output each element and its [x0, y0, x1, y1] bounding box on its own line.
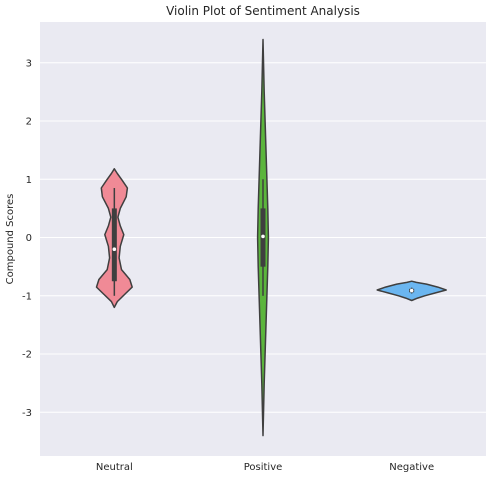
violin-median	[112, 247, 117, 251]
y-tick-label: 1	[26, 175, 32, 186]
y-tick-label: -2	[22, 350, 32, 361]
violin-median	[261, 234, 265, 239]
y-tick-label: -3	[22, 408, 32, 419]
y-tick-label: 3	[26, 58, 32, 69]
y-tick-label: 2	[26, 117, 32, 128]
x-tick-label: Neutral	[96, 462, 133, 473]
y-tick-labels: -3 -2 -1 0 1 2 3	[22, 58, 32, 419]
chart-title: Violin Plot of Sentiment Analysis	[166, 4, 360, 18]
violin-median	[409, 288, 414, 293]
y-tick-label: 0	[26, 233, 32, 244]
y-axis-label: Compound Scores	[5, 194, 16, 285]
violins	[95, 38, 447, 437]
x-tick-label: Negative	[389, 462, 434, 473]
x-tick-labels: Neutral Positive Negative	[96, 462, 434, 473]
x-tick-label: Positive	[244, 462, 283, 473]
y-tick-label: -1	[22, 291, 32, 302]
violin-box	[111, 208, 117, 282]
